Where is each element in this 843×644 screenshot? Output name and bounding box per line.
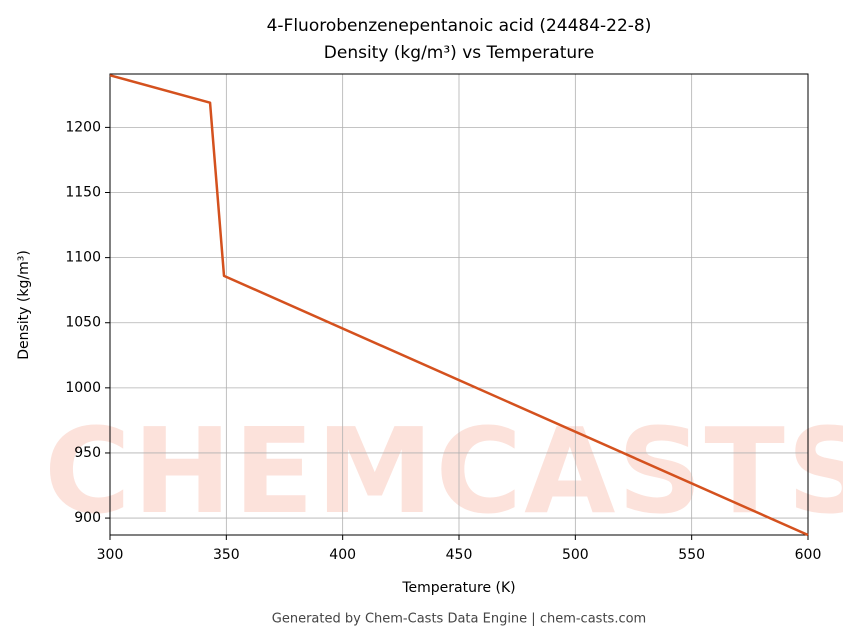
chart-subtitle: Density (kg/m³) vs Temperature [324,43,594,63]
x-tick-label: 350 [213,547,240,563]
x-tick-label: 400 [329,547,356,563]
y-axis-label: Density (kg/m³) [16,250,32,360]
y-tick-label: 900 [74,510,101,526]
y-tick-label: 1150 [65,185,101,201]
plot-frame [109,73,809,536]
y-tick-label: 1100 [65,250,101,266]
y-tick-label: 1000 [65,380,101,396]
x-tick-label: 550 [678,547,705,563]
x-tick-label: 300 [97,547,124,563]
y-tick-label: 950 [74,445,101,461]
x-tick-label: 600 [795,547,822,563]
x-tick-label: 500 [562,547,589,563]
y-tick-label: 1050 [65,315,101,331]
watermark: CHEMCASTS [44,402,843,540]
x-axis-label: Temperature (K) [401,580,515,596]
x-tick-label: 450 [446,547,473,563]
data-line [109,74,809,537]
footer: Generated by Chem-Casts Data Engine | ch… [272,612,646,627]
chart-title: 4-Fluorobenzenepentanoic acid (24484-22-… [267,16,652,36]
y-tick-label: 1200 [65,119,101,135]
